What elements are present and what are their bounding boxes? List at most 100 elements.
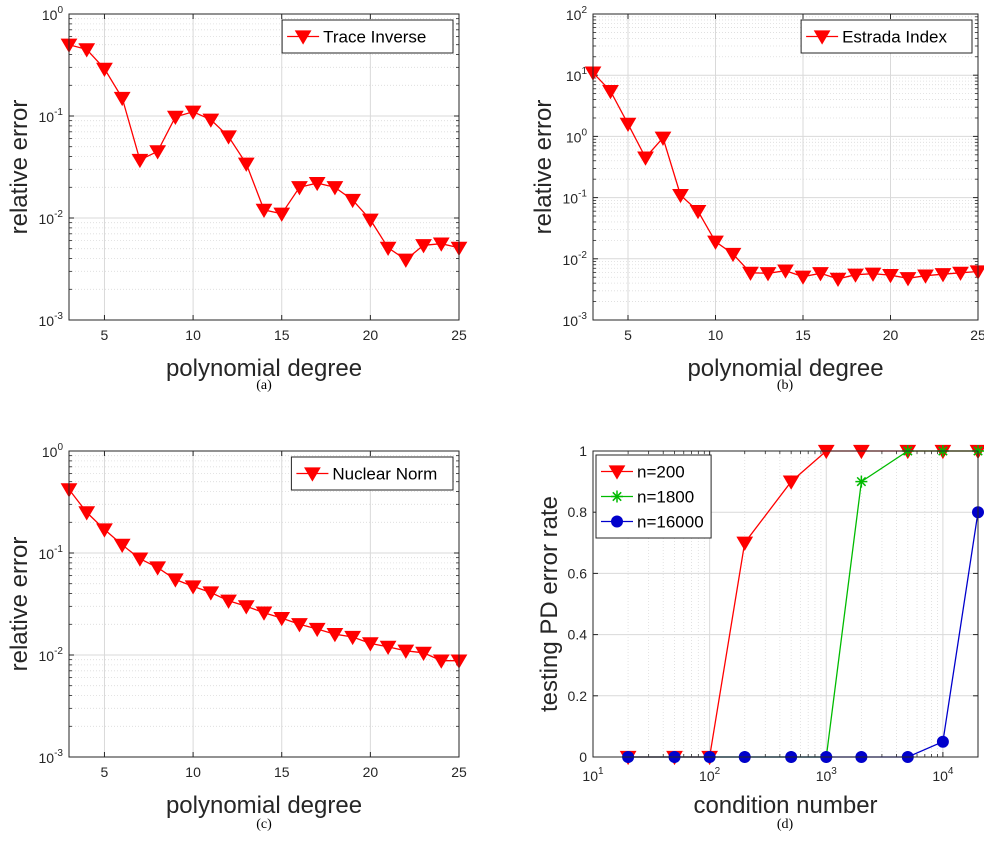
data-point (736, 536, 754, 551)
data-point (202, 113, 220, 128)
y-tick-label: 10-2 (39, 209, 64, 227)
y-tick-label: 1 (579, 443, 587, 459)
data-point (344, 193, 362, 209)
asterisk-stroke (856, 476, 867, 487)
y-tick-label: 101 (566, 66, 588, 84)
data-point (273, 611, 291, 627)
data-point (432, 654, 450, 669)
asterisk-stroke (612, 491, 622, 502)
x-tick-label: 5 (624, 327, 632, 343)
y-axis-label: relative error (530, 100, 557, 235)
data-point (255, 606, 273, 621)
axes-box (592, 450, 979, 758)
data-point (166, 573, 184, 588)
plot-area (69, 451, 459, 757)
data-point (397, 253, 415, 268)
legend: Nuclear Norm (290, 456, 454, 491)
x-tick-label: 102 (699, 766, 721, 784)
data-point (759, 267, 777, 282)
data-point (149, 561, 167, 576)
x-tick-label: 25 (970, 327, 984, 343)
y-tick-label: 0.2 (568, 688, 588, 704)
axes-box (592, 13, 979, 321)
panel-caption: (a) (256, 378, 272, 393)
data-point (78, 43, 96, 58)
data-point (654, 131, 672, 146)
series-trace-inverse (60, 38, 468, 268)
x-axis-label: condition number (693, 792, 877, 819)
data-point (855, 475, 868, 488)
y-tick-label: 10-1 (563, 189, 588, 207)
data-point (619, 117, 637, 133)
legend-marker (813, 30, 831, 45)
panel-a: 10-3 10-2 10-1 100 5 10 15 20 25 polynomial degre… (6, 5, 468, 393)
grid (69, 14, 459, 320)
y-tick-label: 0.6 (568, 565, 588, 581)
y-axis-label: testing PD error rate (536, 496, 563, 712)
x-tick-label: 15 (274, 327, 290, 343)
legend-marker (611, 490, 623, 503)
axes-box (68, 13, 460, 321)
data-point (852, 444, 870, 460)
data-point (361, 213, 379, 228)
data-point (829, 272, 847, 287)
data-point (326, 181, 344, 196)
data-point (379, 640, 397, 656)
legend-marker (294, 30, 312, 45)
data-point (415, 646, 432, 661)
data-point (672, 188, 689, 204)
data-point (882, 269, 899, 284)
series-estrada-index (584, 66, 984, 287)
y-tick-label: 10-3 (563, 311, 588, 329)
legend-label: n=200 (637, 463, 685, 482)
data-point (724, 247, 742, 263)
data-point (308, 176, 326, 192)
x-tick-label: 5 (101, 327, 109, 343)
data-point (237, 600, 255, 615)
y-tick-label: 10-3 (39, 311, 64, 329)
data-point (237, 157, 255, 172)
data-point (864, 267, 882, 282)
data-point (952, 266, 969, 281)
data-point (149, 145, 167, 160)
data-point (707, 235, 724, 250)
x-tick-label: 15 (795, 327, 811, 343)
legend: Estrada Index (800, 19, 973, 54)
data-point (637, 151, 654, 166)
data-point (397, 644, 415, 659)
data-point (113, 538, 131, 554)
y-axis-label: relative error (6, 537, 33, 672)
axes-box (68, 450, 460, 758)
y-tick-label: 0.8 (568, 504, 588, 520)
data-point (361, 637, 379, 652)
data-point (812, 267, 829, 282)
data-point (220, 130, 237, 145)
y-tick-label: 100 (42, 442, 64, 460)
data-point (166, 110, 184, 126)
data-point (184, 580, 202, 595)
y-tick-label: 102 (566, 5, 588, 23)
x-tick-label: 103 (816, 766, 838, 784)
y-tick-label: 10-3 (39, 748, 64, 766)
x-tick-label: 20 (363, 327, 379, 343)
grid (593, 14, 978, 320)
x-axis-label: polynomial degree (687, 355, 883, 382)
legend-label: n=1800 (637, 488, 694, 507)
data-point (415, 239, 432, 254)
legend-label: n=16000 (637, 513, 704, 532)
y-tick-label: 10-1 (39, 544, 64, 562)
panel-caption: (c) (256, 817, 272, 832)
panel-caption: (d) (777, 817, 794, 832)
legend: n=200 n=1800 n=16000 (595, 454, 712, 539)
data-point (689, 205, 707, 220)
panel-c: 10-3 10-2 10-1 100 5 10 15 20 25 polynomial degre… (6, 442, 468, 832)
data-point (113, 91, 131, 107)
x-tick-label: 104 (932, 766, 954, 784)
data-point (131, 153, 149, 169)
data-point (308, 622, 326, 638)
data-point (326, 628, 344, 643)
x-tick-label: 5 (101, 764, 109, 780)
grid (69, 451, 459, 757)
data-point (899, 272, 917, 287)
